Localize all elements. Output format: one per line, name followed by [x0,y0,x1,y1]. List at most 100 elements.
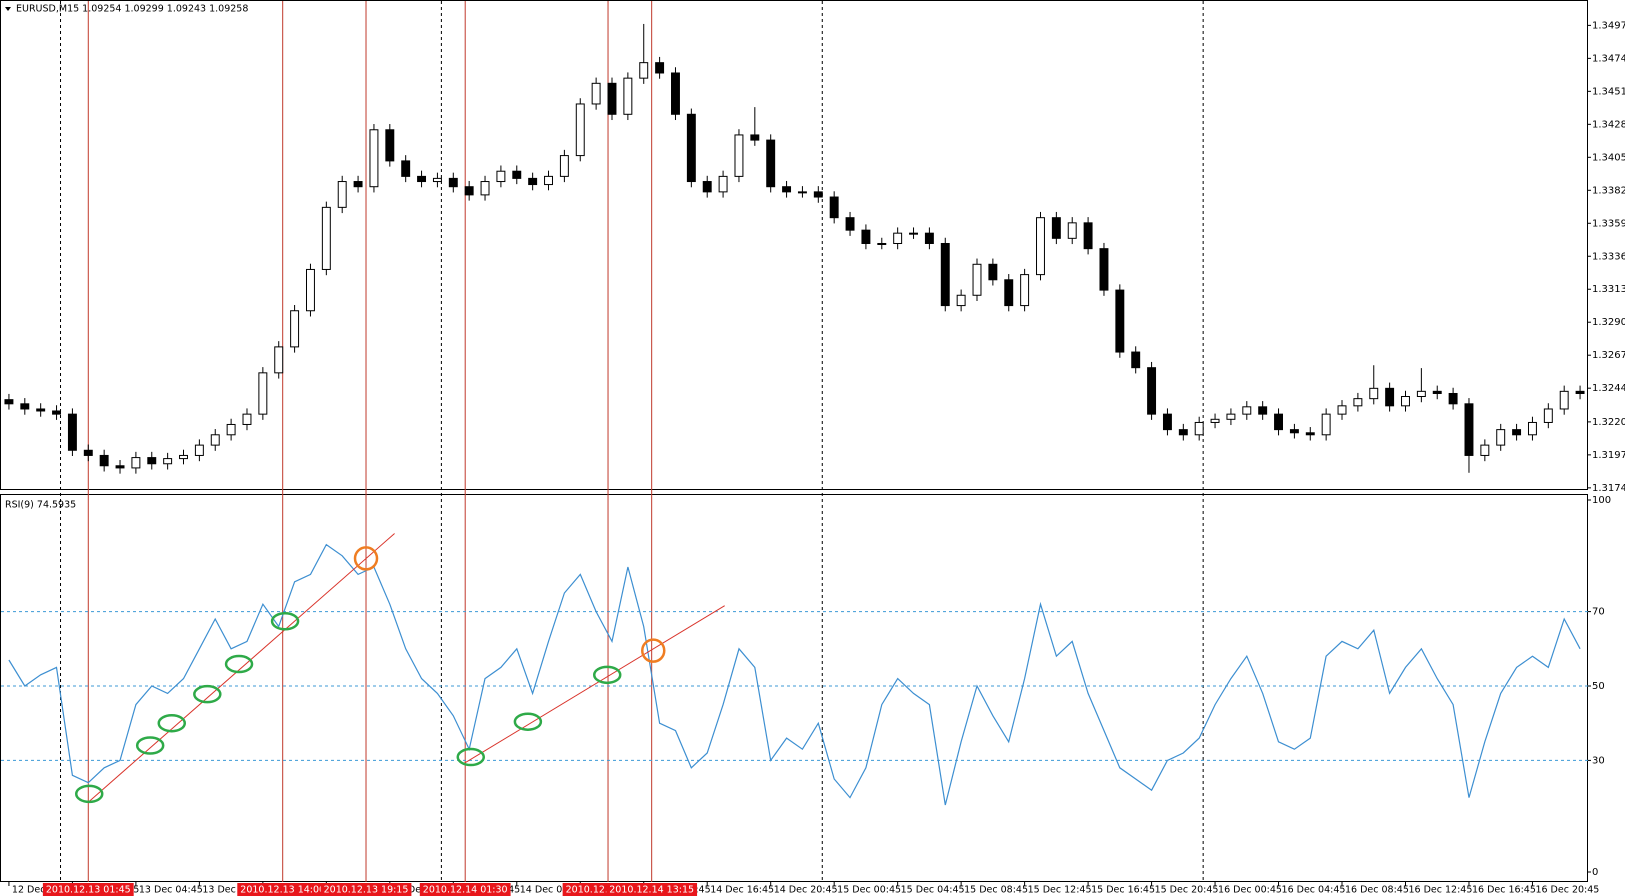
candle-body [1162,413,1172,431]
candle-body [321,206,331,270]
candle-body [242,413,252,425]
x-tick-label: 15 Dec 08:45 [964,885,1028,896]
candle-body [1242,406,1252,415]
candle-body [480,181,490,196]
candle-body [36,408,46,412]
marker-label: 2010.12.14 13:15 [609,885,694,896]
rsi-title: RSI(9) 74.5935 [5,500,76,511]
y-tick-label: 1.34050 [1592,152,1625,163]
green-ellipse [456,747,486,767]
x-tick-label: 15 Dec 04:45 [901,885,965,896]
y-tick-label: 1.32440 [1592,383,1625,394]
candle-body [1448,392,1458,405]
candle-body [1527,421,1537,436]
y-tick-label: 1.33360 [1592,251,1625,262]
candle-body [1020,274,1030,307]
candle-body [1305,432,1315,436]
candle-body [607,82,617,115]
candle-body [4,399,14,405]
candle-body [1289,429,1299,434]
candle-body [1274,413,1284,431]
candle-body [972,263,982,296]
candle-body [131,457,141,469]
candle-body [940,242,950,307]
x-tick-label: 13 Dec 08:45 [202,885,266,896]
marker-label: 2010.12.13 01:45 [46,885,131,896]
candle-body [305,268,315,312]
price-title: EURUSD,M15 1.09254 1.09299 1.09243 1.092… [16,4,248,15]
green-ellipse [193,684,222,704]
candle-body [877,242,887,245]
y-tick-label: 1.31745 [1592,483,1625,494]
marker-label: 2010.12.14 01:30 [423,885,508,896]
y-tick-label: 1.34510 [1592,86,1625,97]
candle-body [99,454,109,467]
x-tick-label: 15 Dec 12:45 [1028,885,1092,896]
candle-body [1083,222,1093,250]
candle-body [1337,405,1347,415]
candle-body [1147,367,1157,415]
trend-line [462,605,725,765]
price-panel [0,0,1588,490]
candle-body [496,170,506,183]
candle-body [1194,421,1204,436]
y-tick-label: 50 [1592,681,1605,692]
candle-body [575,103,585,157]
x-tick-label: 14 Dec 20:45 [774,885,838,896]
candle-body [655,62,665,74]
x-tick-label: 16 Dec 20:45 [1535,885,1599,896]
candle-body [718,175,728,193]
candle-body [1369,387,1379,400]
candle-body [67,413,77,451]
candle-body [464,186,474,196]
candle-body [1036,217,1045,276]
green-ellipse [157,713,187,733]
x-tick-label: 16 Dec 12:45 [1408,885,1472,896]
menu-arrow[interactable] [5,7,11,11]
candle-body [1432,390,1442,394]
candle-body [385,129,395,162]
y-tick-label: 1.32900 [1592,317,1625,328]
candle-body [782,186,792,193]
candle-body [369,129,379,188]
candle-body [194,444,204,456]
candle-body [512,170,522,179]
candle-body [83,449,93,456]
candle-body [559,155,569,177]
marker-label: 2010.12.13 14:00 [240,885,325,896]
y-tick-label: 1.34740 [1592,53,1625,64]
candle-body [1512,429,1522,436]
x-tick-label: 16 Dec 04:45 [1282,885,1346,896]
marker-label-bg [419,883,511,896]
y-tick-label: 1.32205 [1592,417,1625,428]
x-tick-label: 16 Dec 16:45 [1472,885,1536,896]
marker-label-bg [606,883,698,896]
candle-body [623,77,633,115]
marker-label: 2010.12.13 19:15 [324,885,409,896]
marker-label-bg [320,883,412,896]
candle-body [1178,429,1188,436]
candle-body [829,196,839,219]
candle-body [163,458,173,465]
candle-body [845,217,855,231]
marker-label-bg [42,883,134,896]
candle-body [797,191,807,194]
y-tick-label: 100 [1592,495,1611,506]
rsi-line [8,543,1581,806]
x-tick-label: 13 Dec 04:45 [139,885,203,896]
candle-body [861,229,871,244]
candle-body [1559,390,1569,410]
green-ellipse [135,736,165,755]
candle-body [591,82,601,105]
candle-body [147,457,157,465]
candle-body [258,372,268,415]
green-ellipse [592,665,622,685]
x-tick-label: 16 Dec 08:45 [1345,885,1409,896]
y-tick-label: 1.34280 [1592,119,1625,130]
candle-body [956,294,966,307]
candle-body [432,177,442,183]
candle-body [988,263,998,281]
candle-body [1353,398,1363,407]
x-tick-label: 15 Dec 16:45 [1091,885,1155,896]
